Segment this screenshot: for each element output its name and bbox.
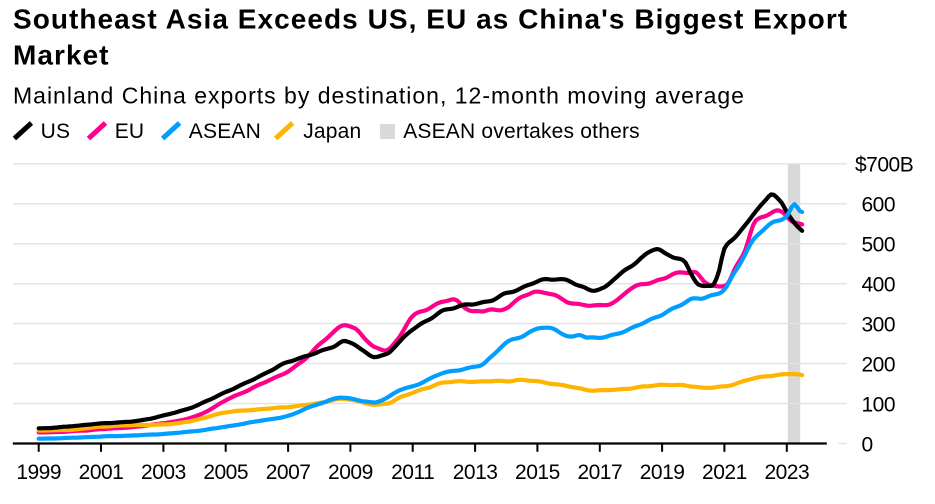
svg-text:Southeast Asia Exceeds US, EU: Southeast Asia Exceeds US, EU as China's…: [13, 4, 848, 35]
svg-text:500: 500: [862, 234, 896, 257]
svg-text:2023: 2023: [764, 461, 809, 484]
svg-text:Market: Market: [13, 40, 110, 71]
svg-text:2003: 2003: [141, 461, 186, 484]
svg-text:2007: 2007: [266, 461, 311, 484]
svg-text:EU: EU: [115, 120, 145, 143]
svg-text:0: 0: [862, 433, 873, 456]
svg-text:200: 200: [862, 353, 896, 376]
svg-text:2011: 2011: [391, 461, 434, 484]
svg-text:2021: 2021: [702, 461, 747, 484]
svg-text:Japan: Japan: [303, 120, 361, 143]
svg-text:2013: 2013: [453, 461, 498, 484]
svg-text:Mainland China exports by dest: Mainland China exports by destination, 1…: [13, 83, 745, 109]
svg-text:1999: 1999: [16, 461, 61, 484]
svg-text:ASEAN overtakes others: ASEAN overtakes others: [403, 120, 640, 143]
svg-text:2009: 2009: [328, 461, 373, 484]
svg-text:US: US: [41, 120, 71, 143]
svg-text:2001: 2001: [79, 461, 124, 484]
svg-text:2017: 2017: [577, 461, 622, 484]
svg-text:300: 300: [862, 313, 896, 336]
svg-text:2005: 2005: [203, 461, 248, 484]
svg-text:100: 100: [862, 393, 896, 416]
svg-text:2015: 2015: [515, 461, 560, 484]
svg-text:600: 600: [862, 194, 896, 217]
svg-text:ASEAN: ASEAN: [189, 120, 261, 143]
svg-text:2019: 2019: [640, 461, 685, 484]
svg-text:400: 400: [862, 274, 896, 297]
svg-text:$700B: $700B: [855, 154, 913, 177]
